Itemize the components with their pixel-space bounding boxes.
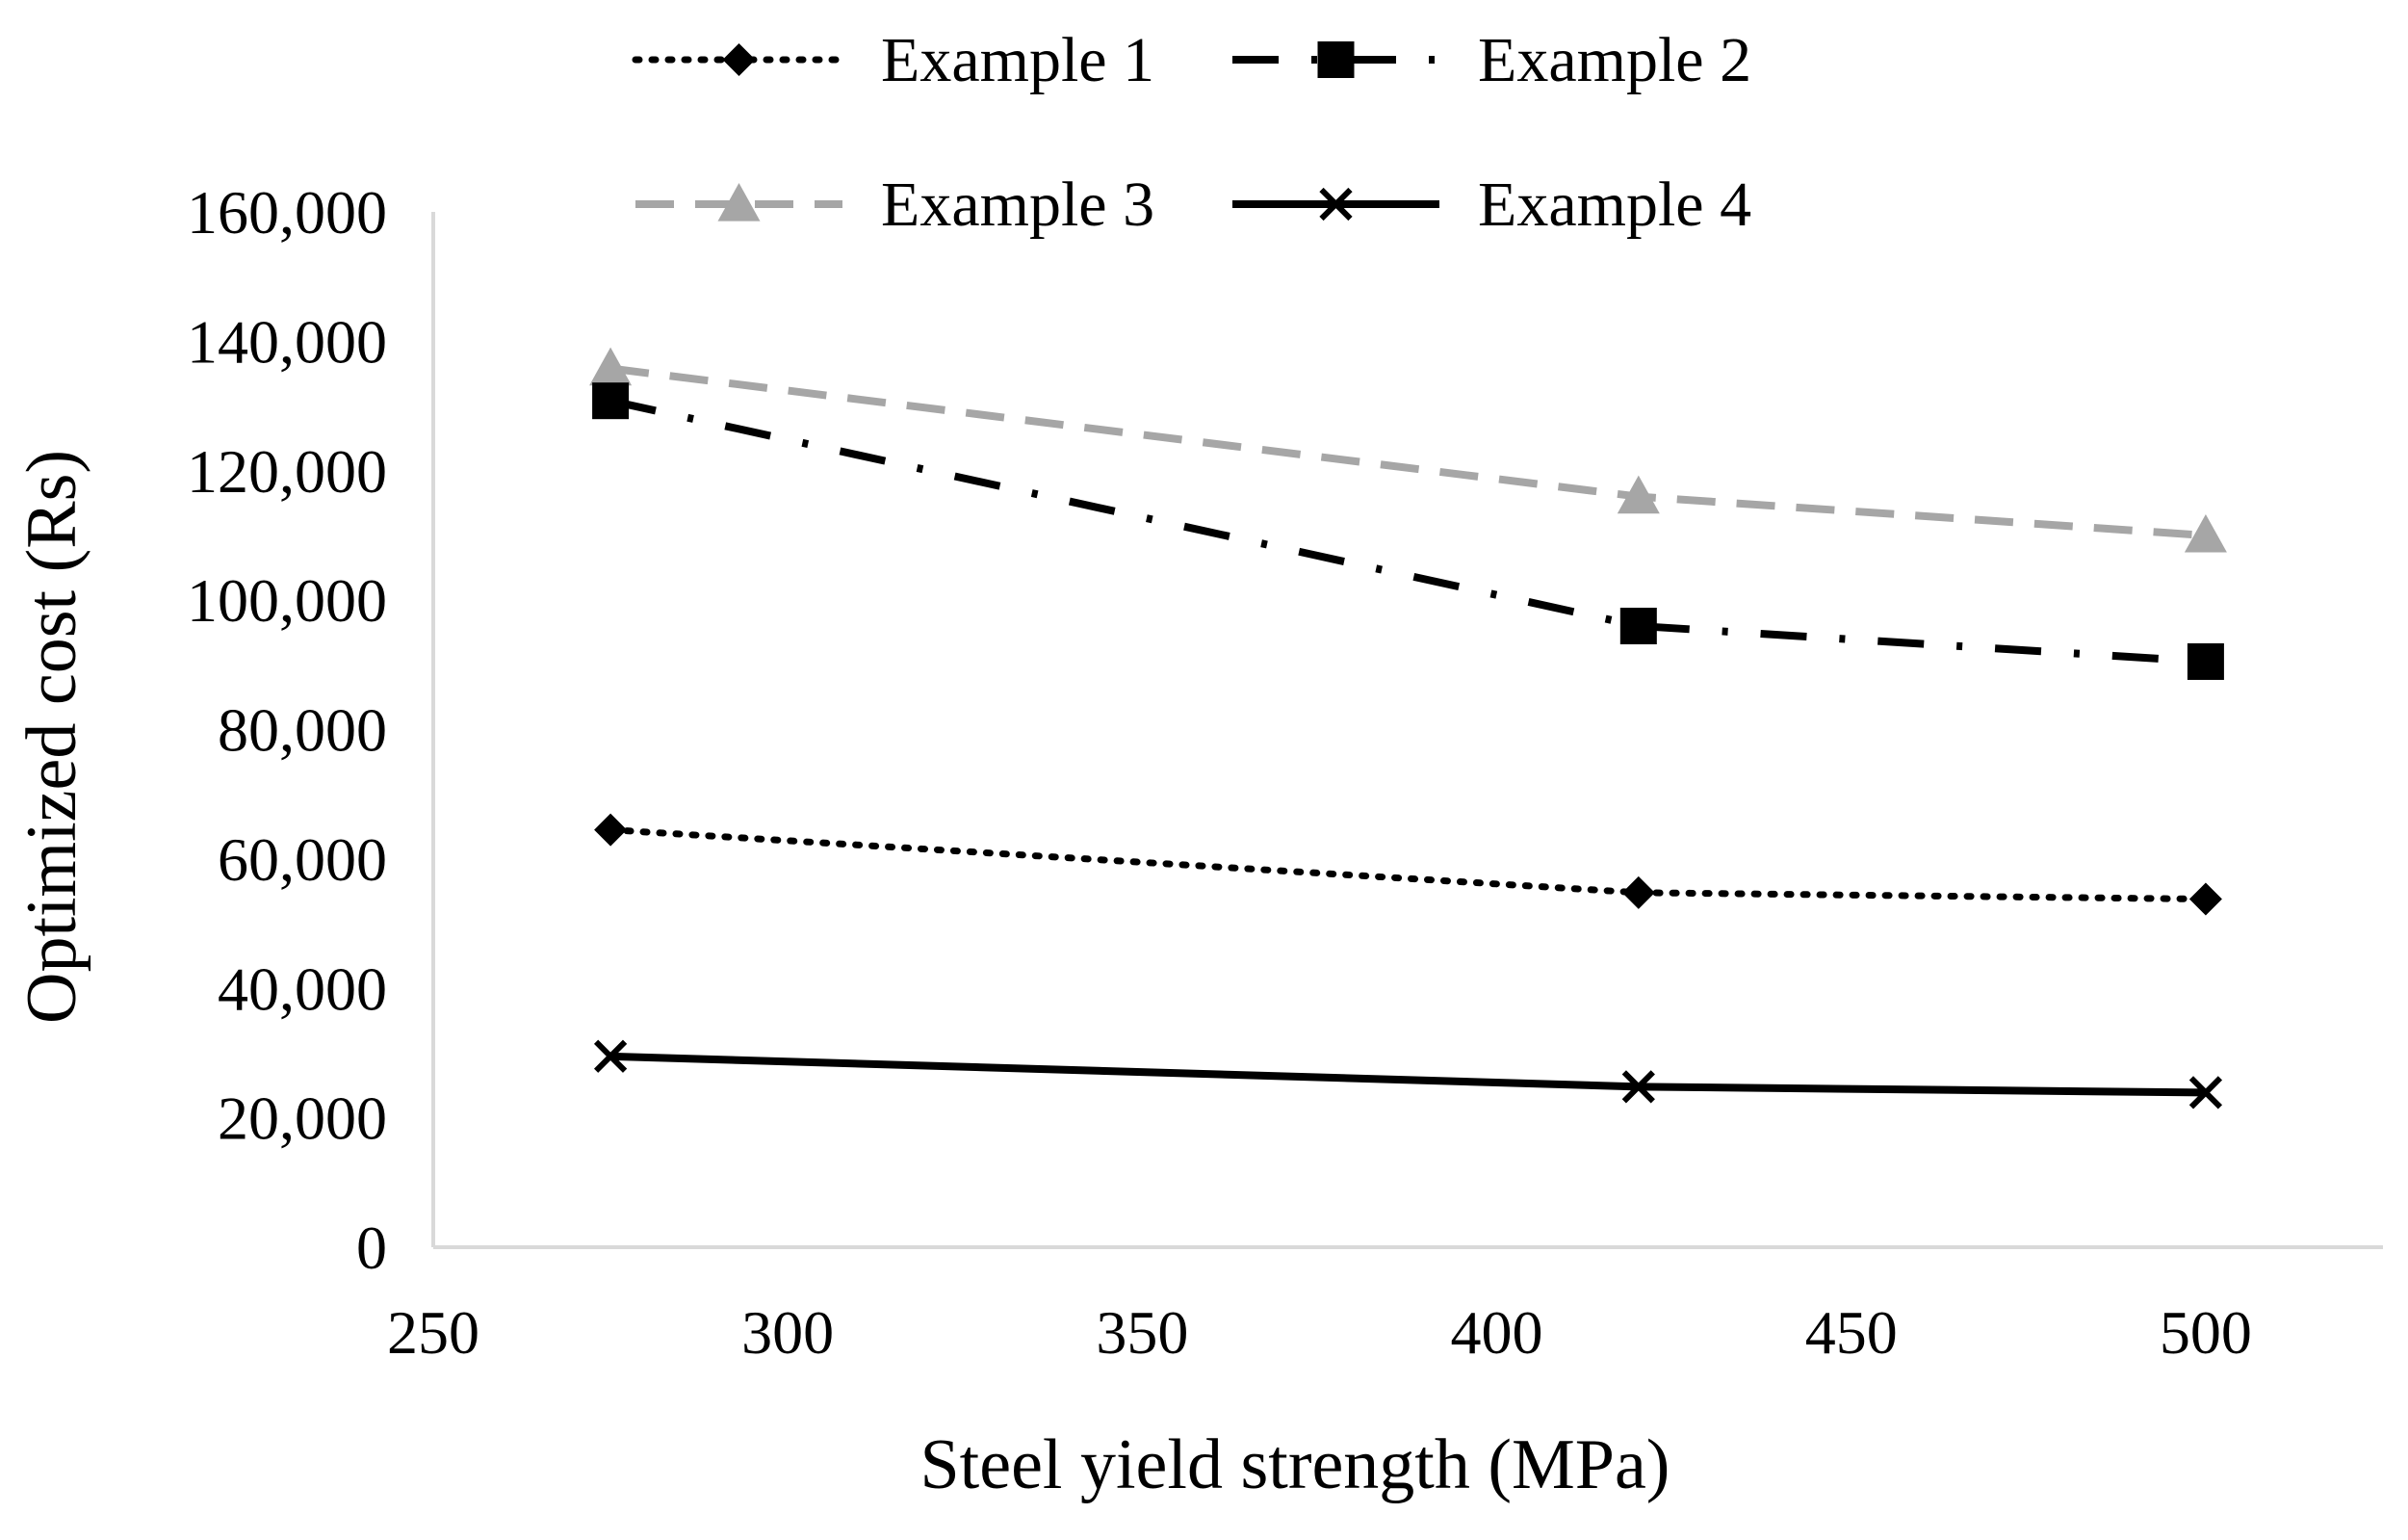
- y-tick-label: 80,000: [218, 696, 387, 765]
- x-tick-label: 300: [741, 1298, 834, 1367]
- data-point: [592, 382, 630, 420]
- legend-marker: [1317, 41, 1355, 78]
- data-point: [1621, 875, 1655, 909]
- data-point: [1621, 1070, 1655, 1104]
- series-example-4: [593, 1039, 2223, 1109]
- legend-label: Example 3: [881, 170, 1154, 240]
- data-point: [2184, 513, 2227, 553]
- legend-marker: [722, 43, 756, 76]
- legend-marker: [1319, 187, 1353, 222]
- data-point: [2188, 882, 2222, 916]
- data-point: [594, 813, 628, 847]
- legend-item: Example 1: [632, 25, 1154, 95]
- legend-marker: [717, 183, 761, 222]
- legend-item: Example 2: [1232, 25, 1751, 95]
- data-point: [589, 347, 633, 386]
- x-tick-label: 450: [1805, 1298, 1898, 1367]
- legend-label: Example 4: [1478, 170, 1751, 240]
- x-tick-label: 350: [1096, 1298, 1188, 1367]
- series-lines: [589, 347, 2227, 1109]
- y-tick-label: 60,000: [218, 825, 387, 894]
- x-tick-label: 250: [387, 1298, 479, 1367]
- series-line: [609, 397, 2207, 666]
- x-axis-title: Steel yield strength (MPa): [920, 1425, 1670, 1504]
- y-tick-label: 0: [356, 1214, 387, 1282]
- y-tick-label: 140,000: [187, 307, 387, 376]
- y-tick-label: 120,000: [187, 437, 387, 506]
- legend: Example 1 Example 2 Example 3 Example 4: [632, 25, 1751, 240]
- y-tick-label: 100,000: [187, 566, 387, 635]
- legend-label: Example 2: [1478, 25, 1751, 95]
- series-line: [609, 1052, 2206, 1097]
- data-point: [2188, 1076, 2223, 1109]
- axes: [431, 212, 2383, 1249]
- legend-item: Example 3: [635, 170, 1154, 240]
- legend-label: Example 1: [881, 25, 1154, 95]
- x-tick-label: 400: [1451, 1298, 1543, 1367]
- series-line: [607, 826, 2210, 903]
- data-point: [1617, 475, 1660, 514]
- legend-item: Example 4: [1232, 170, 1751, 240]
- y-tick-label: 160,000: [187, 178, 387, 247]
- series-example-1: [594, 813, 2222, 916]
- data-point: [2187, 642, 2224, 680]
- data-point: [593, 1039, 628, 1073]
- series-example-2: [592, 382, 2224, 680]
- y-axis-title: Optimized cost (Rs): [13, 450, 91, 1024]
- x-tick-label: 500: [2160, 1298, 2252, 1367]
- y-tick-label: 40,000: [218, 954, 387, 1023]
- data-point: [1619, 608, 1657, 644]
- series-example-3: [589, 347, 2227, 553]
- y-tick-label: 20,000: [218, 1084, 387, 1153]
- tick-labels: 0 20,000 40,000 60,000 80,000 100,000 120,000 1…: [187, 178, 2252, 1367]
